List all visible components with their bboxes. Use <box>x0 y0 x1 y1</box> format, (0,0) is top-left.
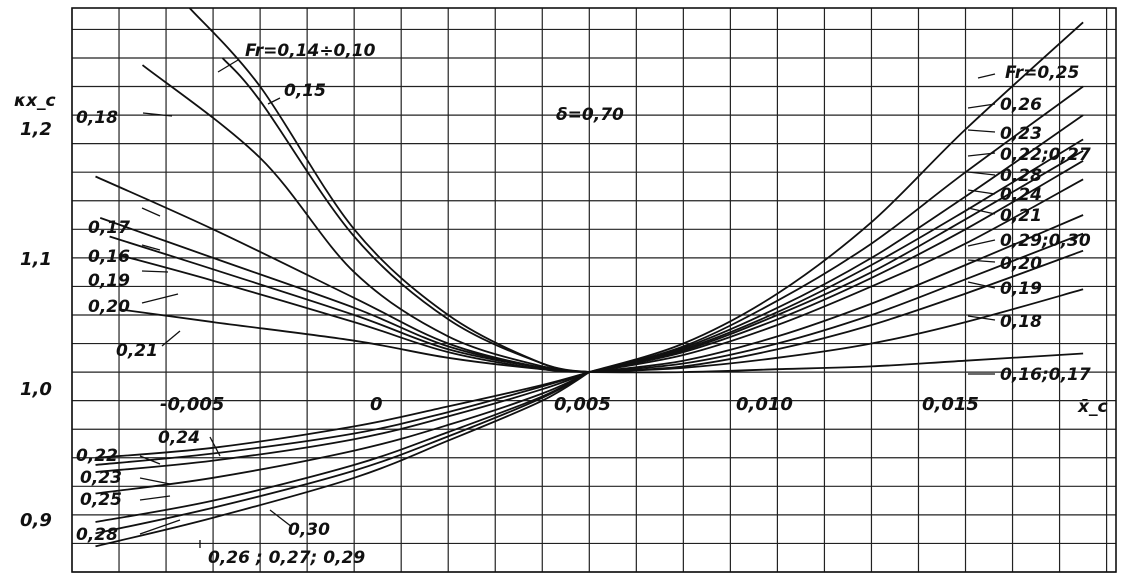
series-label: 0,16 <box>88 247 130 267</box>
leader-line <box>209 436 221 457</box>
series-line <box>589 114 1084 373</box>
leader-line <box>141 207 161 217</box>
series-line <box>589 288 1084 373</box>
series-line <box>95 371 590 535</box>
y-axis-label: κx_c <box>14 91 56 111</box>
leader-line <box>161 330 181 347</box>
leader-line <box>269 509 293 528</box>
leader-line <box>967 281 996 289</box>
series-label: 0,19 <box>88 271 130 291</box>
series-label: 0,28 <box>76 525 118 545</box>
series-line <box>141 64 590 373</box>
grid <box>71 7 1117 573</box>
leader-line <box>142 112 173 117</box>
leader-line <box>967 152 996 157</box>
x-tick-label: 0,010 <box>736 394 793 415</box>
x-tick-label: 0,005 <box>554 394 611 415</box>
series-line <box>589 85 1084 373</box>
series-label: 0,20 <box>88 297 130 317</box>
leader-line <box>967 171 996 176</box>
y-tick-label: 0,9 <box>20 510 52 531</box>
series-line <box>95 371 590 473</box>
series-line <box>95 371 590 523</box>
series-label: 0,23 <box>80 468 122 488</box>
series-line <box>95 371 590 466</box>
x-tick-label: 0 <box>370 394 383 415</box>
series-label: 0,18 <box>76 108 118 128</box>
leader-line <box>141 244 161 251</box>
leader-line <box>267 97 281 105</box>
series-label: 0,17 <box>88 218 130 238</box>
leader-line <box>967 103 996 109</box>
series-line <box>589 214 1084 373</box>
series-line <box>95 371 590 459</box>
leader-line <box>967 189 996 195</box>
series-line <box>589 352 1084 374</box>
series-line <box>589 138 1084 373</box>
leader-line <box>967 207 996 215</box>
leader-line <box>141 293 179 304</box>
leader-line <box>139 495 171 501</box>
series-label: 0,30 <box>288 520 330 540</box>
series-label: 0,23 <box>1000 124 1042 144</box>
leader-line <box>139 455 161 465</box>
leader-line <box>217 59 239 73</box>
series-label: 0,15 <box>284 81 326 101</box>
series-label: 0,28 <box>1000 166 1042 186</box>
series-line <box>95 371 590 495</box>
leader-line <box>967 129 996 133</box>
leader-line <box>967 259 996 263</box>
curves <box>95 7 1084 548</box>
series-line <box>118 308 590 373</box>
leader-line <box>139 519 181 535</box>
series-label: 0,21 <box>1000 206 1042 226</box>
leader-line <box>977 73 996 79</box>
series-line <box>589 150 1084 373</box>
series-line <box>95 175 590 373</box>
series-line <box>589 160 1084 373</box>
y-tick-label: 1,2 <box>20 119 52 140</box>
series-label: 0,16;0,17 <box>1000 365 1091 385</box>
y-tick-label: 1,1 <box>20 249 52 270</box>
series-line <box>109 235 590 373</box>
series-label: 0,20 <box>1000 254 1042 274</box>
series-label: 0,24 <box>158 428 200 448</box>
series-label: 0,22;0,27 <box>1000 145 1091 165</box>
series-label: 0,29;0,30 <box>1000 231 1091 251</box>
leader-line <box>967 239 996 247</box>
series-line <box>589 249 1084 373</box>
series-line <box>589 178 1084 373</box>
series-label: 0,22 <box>76 446 118 466</box>
series-line <box>188 7 590 373</box>
series-label: 0,19 <box>1000 279 1042 299</box>
series-label: 0,21 <box>116 341 158 361</box>
series-label: 0,25 <box>80 490 122 510</box>
plot-frame <box>71 7 1117 573</box>
series-label: 0,26 <box>1000 95 1042 115</box>
x-tick-label: 0,015 <box>922 394 979 415</box>
series-label: Fr=0,25 <box>1005 63 1079 83</box>
series-label: 0,24 <box>1000 185 1042 205</box>
leader-line <box>967 315 996 321</box>
series-line <box>589 232 1084 373</box>
x-tick-label: -0,005 <box>160 394 224 415</box>
series-label: 0,18 <box>1000 312 1042 332</box>
series-label: 0,26 ; 0,27; 0,29 <box>208 548 365 568</box>
series-line <box>221 57 590 373</box>
leader-lines <box>139 59 996 548</box>
leader-line <box>139 477 171 485</box>
leader-line <box>141 270 169 273</box>
x-axis-label: x̄_c <box>1077 397 1108 417</box>
y-tick-label: 1,0 <box>20 379 52 400</box>
series-line <box>95 371 590 548</box>
series-label: Fr=0,14÷0,10 <box>245 41 376 61</box>
delta-annotation: δ=0,70 <box>556 105 624 125</box>
